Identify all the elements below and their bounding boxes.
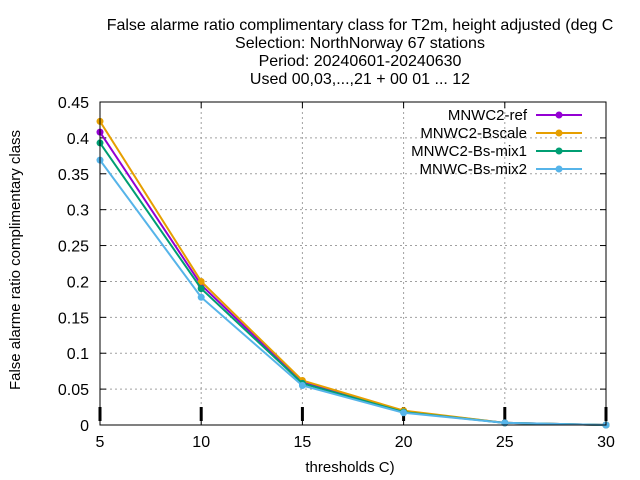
title-line: Used 00,03,...,21 + 00 01 ... 12: [250, 71, 470, 88]
y-tick-label: 0.25: [58, 239, 89, 256]
series-line: [99, 131, 607, 426]
legend-marker: [555, 165, 563, 173]
y-axis-ticks: 0 0.05 0.1 0.15 0.2 0.25 0.3 0.35 0.4 0.45: [58, 95, 606, 435]
x-tick-label: 20: [395, 434, 413, 451]
data-point: [298, 382, 306, 390]
series-line: [99, 120, 607, 426]
title-line: False alarme ratio complimentary class f…: [107, 17, 614, 34]
plot-border: [99, 101, 607, 426]
y-tick-label: 0.45: [58, 95, 89, 112]
data-point: [197, 293, 205, 301]
legend-marker: [555, 147, 563, 155]
data-point: [197, 285, 205, 293]
series-line: [99, 142, 607, 426]
legend-label: MNWC2-Bscale: [420, 125, 527, 142]
title-line: Selection: NorthNorway 67 stations: [235, 35, 485, 52]
x-tick-label: 10: [192, 434, 210, 451]
series-line: [99, 159, 607, 426]
series-mnwc2-bs-mix1: [96, 139, 610, 429]
y-axis-label: False alarme ratio complimentary class: [7, 130, 24, 390]
data-point: [400, 409, 408, 417]
y-tick-label: 0.3: [67, 203, 89, 220]
y-tick-label: 0.4: [67, 131, 89, 148]
legend-label: MNWC2-ref: [448, 107, 528, 124]
series-mnwc2-ref: [96, 128, 610, 429]
y-tick-label: 0.05: [58, 382, 89, 399]
legend-label: MNWC-Bs-mix2: [420, 161, 527, 178]
y-tick-label: 0.35: [58, 167, 89, 184]
y-tick-label: 0.15: [58, 310, 89, 327]
chart-title: False alarme ratio complimentary class f…: [107, 17, 614, 88]
x-axis-label: thresholds C): [305, 459, 394, 476]
series-mnwc-bs-mix2: [96, 156, 610, 429]
y-tick-label: 0: [80, 418, 89, 435]
legend-marker: [555, 111, 563, 119]
legend: MNWC2-refMNWC2-BscaleMNWC2-Bs-mix1MNWC-B…: [411, 107, 582, 178]
legend-marker: [555, 129, 563, 137]
x-tick-label: 30: [597, 434, 615, 451]
y-tick-label: 0.1: [67, 346, 89, 363]
series-lines: [96, 117, 610, 429]
x-tick-label: 25: [496, 434, 514, 451]
x-tick-label: 5: [96, 434, 105, 451]
y-tick-label: 0.2: [67, 274, 89, 291]
data-point: [197, 277, 205, 285]
x-tick-label: 15: [294, 434, 312, 451]
series-mnwc2-bscale: [96, 117, 610, 429]
title-line: Period: 20240601-20240630: [259, 53, 462, 70]
legend-label: MNWC2-Bs-mix1: [411, 143, 527, 160]
grid-lines: [100, 102, 606, 425]
